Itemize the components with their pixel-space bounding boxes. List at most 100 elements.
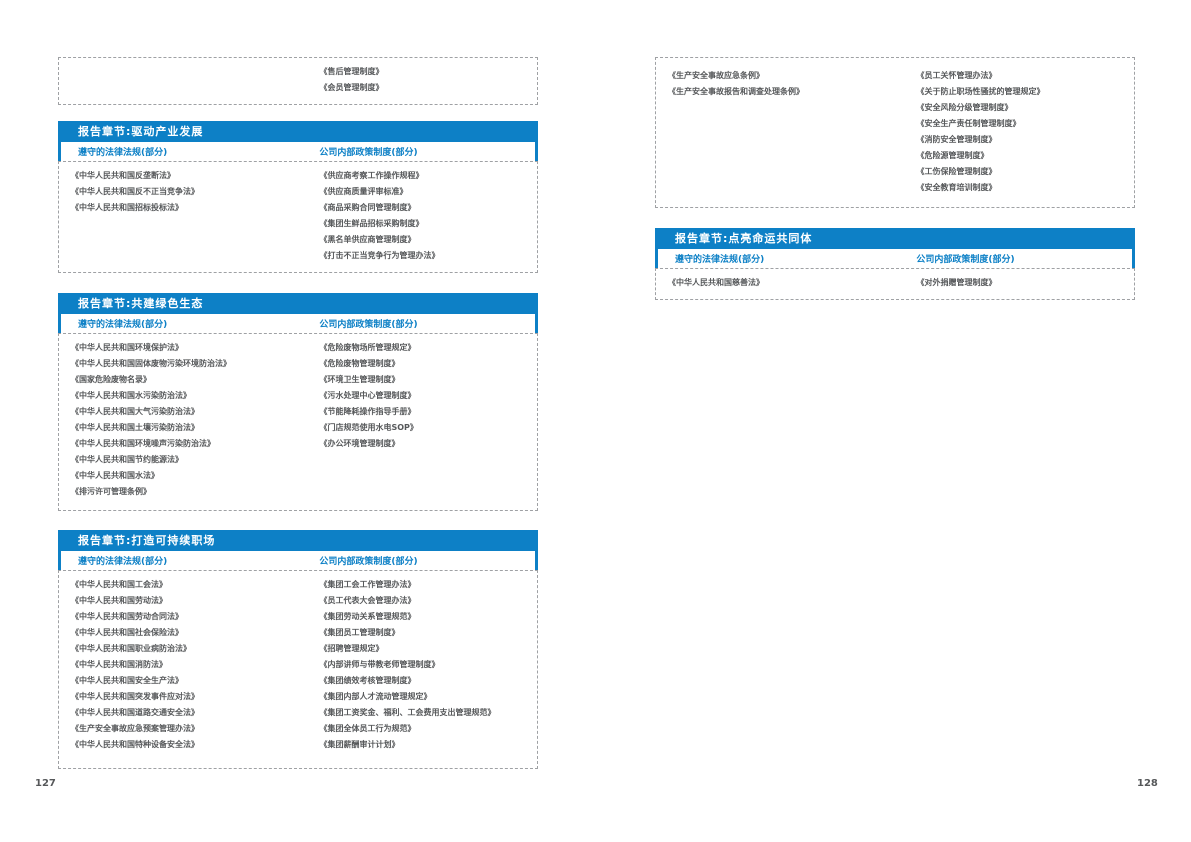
section-header-bar: 报告章节:驱动产业发展	[58, 121, 538, 142]
policy-item: 《售后管理制度》	[319, 67, 384, 76]
policies-list: 《供应商考察工作操作规程》 《供应商质量评审标准》 《商品采购合同管理制度》 《集团生…	[320, 168, 537, 264]
section-community-of-destiny: 报告章节:点亮命运共同体 遵守的法律法规(部分) 公司内部政策制度(部分) 《中…	[655, 228, 1135, 300]
policy-item: 《中华人民共和国环境噪声污染防治法》	[71, 439, 215, 448]
policy-item: 《供应商质量评审标准》	[319, 187, 408, 196]
section-header-bar: 报告章节:点亮命运共同体	[655, 228, 1135, 249]
section-sustainable-workplace: 报告章节:打造可持续职场 遵守的法律法规(部分) 公司内部政策制度(部分) 《中…	[58, 530, 538, 769]
policy-item: 《中华人民共和国特种设备安全法》	[71, 740, 199, 749]
policy-item: 《中华人民共和国水法》	[71, 471, 159, 480]
policy-item: 《消防安全管理制度》	[916, 135, 997, 144]
policies-list: 《集团工会工作管理办法》 《员工代表大会管理办法》 《集团劳动关系管理规范》 《集团员…	[320, 577, 537, 760]
policies-list: 《员工关怀管理办法》《关于防止职场性骚扰的管理规定》 《安全风险分级管理制度》 《安…	[917, 68, 1134, 199]
policy-item: 《工伤保险管理制度》	[916, 167, 997, 176]
policy-item: 《集团全体员工行为规范》	[319, 724, 416, 733]
policy-item: 《集团生鲜品招标采购制度》	[319, 219, 424, 228]
policy-item: 《危险废物场所管理规定》	[319, 343, 416, 352]
policy-item: 《排污许可管理条例》	[71, 487, 151, 496]
policy-item: 《危险废物管理制度》	[319, 359, 400, 368]
policy-item: 《国家危险废物名录》	[71, 375, 151, 384]
policy-item: 《中华人民共和国反垄断法》	[71, 171, 175, 180]
section-header-bar: 报告章节:共建绿色生态	[58, 293, 538, 314]
section-header-bar: 报告章节:打造可持续职场	[58, 530, 538, 551]
policy-item: 《黑名单供应商管理制度》	[319, 235, 416, 244]
laws-column-header: 遵守的法律法规(部分)	[78, 320, 168, 330]
policy-item: 《中华人民共和国消防法》	[71, 660, 167, 669]
policy-item: 《中华人民共和国大气污染防治法》	[71, 407, 199, 416]
policy-item: 《中华人民共和国环境保护法》	[71, 343, 183, 352]
policy-item: 《中华人民共和国劳动法》	[71, 596, 167, 605]
policy-item: 《中华人民共和国社会保险法》	[71, 628, 183, 637]
policy-item: 《内部讲师与带教老师管理制度》	[319, 660, 440, 669]
section-industry-development: 报告章节:驱动产业发展 遵守的法律法规(部分) 公司内部政策制度(部分) 《中华…	[58, 121, 538, 273]
column-header-row: 遵守的法律法规(部分) 公司内部政策制度(部分)	[58, 142, 538, 161]
section-table: 《中华人民共和国慈善法》 《对外捐赠管理制度》	[655, 268, 1135, 300]
column-header-row: 遵守的法律法规(部分) 公司内部政策制度(部分)	[655, 249, 1135, 268]
continuation-table: 《生产安全事故应急条例》《生产安全事故报告和调查处理条例》 《员工关怀管理办法》…	[655, 57, 1135, 208]
laws-list: 《中华人民共和国慈善法》	[656, 275, 917, 291]
policy-item: 《关于防止职场性骚扰的管理规定》	[916, 87, 1045, 96]
policy-item: 《员工代表大会管理办法》	[319, 596, 416, 605]
policy-item: 《集团劳动关系管理规范》	[319, 612, 416, 621]
policy-item: 《集团工会工作管理办法》	[319, 580, 416, 589]
policy-item: 《中华人民共和国节约能源法》	[71, 455, 183, 464]
policy-item: 《生产安全事故应急条例》	[668, 71, 764, 80]
report-page-127: 《售后管理制度》 《会员管理制度》 报告章节:驱动产业发展 遵守的法律法规(部分)…	[58, 57, 538, 769]
policy-item: 《中华人民共和国突发事件应对法》	[71, 692, 199, 701]
laws-column-header: 遵守的法律法规(部分)	[675, 255, 765, 265]
policy-item: 《环境卫生管理制度》	[319, 375, 400, 384]
laws-list: 《中华人民共和国反垄断法》《中华人民共和国反不正当竞争法》 《中华人民共和国招标投…	[59, 168, 320, 264]
laws-list	[59, 64, 320, 96]
policy-item: 《集团绩效考核管理制度》	[319, 676, 416, 685]
policy-item: 《打击不正当竞争行为管理办法》	[319, 251, 440, 260]
laws-list: 《中华人民共和国环境保护法》 《中华人民共和国固体废物污染环境防治法》 《国家危险废…	[59, 340, 320, 502]
policy-item: 《集团员工管理制度》	[319, 628, 400, 637]
policy-item: 《集团工资奖金、福利、工会费用支出管理规范》	[319, 708, 496, 717]
laws-list: 《中华人民共和国工会法》 《中华人民共和国劳动法》 《中华人民共和国劳动合同法》 《中…	[59, 577, 320, 760]
section-table: 《中华人民共和国工会法》 《中华人民共和国劳动法》 《中华人民共和国劳动合同法》 《中…	[58, 570, 538, 769]
column-header-row: 遵守的法律法规(部分) 公司内部政策制度(部分)	[58, 314, 538, 333]
section-green-ecology: 报告章节:共建绿色生态 遵守的法律法规(部分) 公司内部政策制度(部分) 《中华…	[58, 293, 538, 511]
policy-item: 《集团薪酬审计计划》	[319, 740, 400, 749]
policy-item: 《污水处理中心管理制度》	[319, 391, 416, 400]
policy-item: 《生产安全事故应急预案管理办法》	[71, 724, 199, 733]
column-header-row: 遵守的法律法规(部分) 公司内部政策制度(部分)	[58, 551, 538, 570]
policies-list: 《对外捐赠管理制度》	[917, 275, 1134, 291]
laws-column-header: 遵守的法律法规(部分)	[78, 557, 168, 567]
policy-item: 《中华人民共和国水污染防治法》	[71, 391, 191, 400]
policy-item: 《员工关怀管理办法》	[916, 71, 997, 80]
policies-column-header: 公司内部政策制度(部分)	[319, 557, 418, 567]
policy-item: 《对外捐赠管理制度》	[916, 278, 997, 287]
page-number-left: 127	[35, 778, 56, 789]
policy-item: 《中华人民共和国职业病防治法》	[71, 644, 191, 653]
policy-item: 《会员管理制度》	[319, 83, 384, 92]
laws-list: 《生产安全事故应急条例》《生产安全事故报告和调查处理条例》	[656, 68, 917, 199]
policy-item: 《供应商考察工作操作规程》	[319, 171, 424, 180]
policies-list: 《售后管理制度》 《会员管理制度》	[320, 64, 537, 96]
policy-item: 《中华人民共和国工会法》	[71, 580, 167, 589]
policies-list: 《危险废物场所管理规定》 《危险废物管理制度》 《环境卫生管理制度》《污水处理中心管…	[320, 340, 537, 502]
report-page-128: 《生产安全事故应急条例》《生产安全事故报告和调查处理条例》 《员工关怀管理办法》…	[655, 57, 1135, 300]
policy-item: 《办公环境管理制度》	[319, 439, 400, 448]
policy-item: 《安全教育培训制度》	[916, 183, 997, 192]
policy-item: 《中华人民共和国慈善法》	[668, 278, 764, 287]
policy-item: 《集团内部人才流动管理规定》	[319, 692, 432, 701]
policy-item: 《危险源管理制度》	[916, 151, 989, 160]
policy-item: 《中华人民共和国道路交通安全法》	[71, 708, 199, 717]
policy-item: 《中华人民共和国反不正当竞争法》	[71, 187, 199, 196]
policies-column-header: 公司内部政策制度(部分)	[916, 255, 1015, 265]
policy-item: 《中华人民共和国土壤污染防治法》	[71, 423, 199, 432]
section-table: 《中华人民共和国环境保护法》 《中华人民共和国固体废物污染环境防治法》 《国家危险废…	[58, 333, 538, 511]
policy-item: 《中华人民共和国安全生产法》	[71, 676, 183, 685]
policy-item: 《门店规范使用水电SOP》	[319, 423, 418, 432]
policy-item: 《中华人民共和国招标投标法》	[71, 203, 183, 212]
page-number-right: 128	[1137, 778, 1158, 789]
policy-item: 《安全风险分级管理制度》	[916, 103, 1013, 112]
policies-column-header: 公司内部政策制度(部分)	[319, 320, 418, 330]
section-table: 《中华人民共和国反垄断法》《中华人民共和国反不正当竞争法》 《中华人民共和国招标投…	[58, 161, 538, 273]
policy-item: 《节能降耗操作指导手册》	[319, 407, 416, 416]
laws-column-header: 遵守的法律法规(部分)	[78, 148, 168, 158]
policy-item: 《商品采购合同管理制度》	[319, 203, 416, 212]
continuation-table: 《售后管理制度》 《会员管理制度》	[58, 57, 538, 105]
policy-item: 《招聘管理规定》	[319, 644, 384, 653]
policy-item: 《生产安全事故报告和调查处理条例》	[668, 87, 804, 96]
